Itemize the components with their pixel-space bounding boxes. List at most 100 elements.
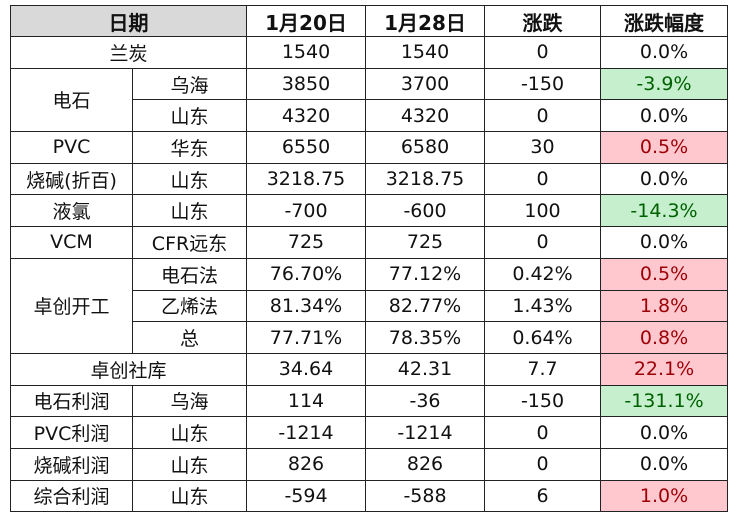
value-change: 100 bbox=[484, 194, 601, 228]
value-pct-increase: 1.0% bbox=[600, 479, 728, 513]
value-jan20: 725 bbox=[246, 226, 366, 259]
value-pct: 0.0% bbox=[600, 226, 728, 259]
value-change: 7.7 bbox=[484, 352, 601, 386]
value-jan20: 3218.75 bbox=[246, 162, 366, 196]
value-jan20: 77.71% bbox=[246, 321, 366, 354]
group-label: PVC利润 bbox=[10, 416, 133, 449]
value-jan20: 81.34% bbox=[246, 289, 366, 323]
table-row: 总 77.71% 78.35% 0.64% 0.8% bbox=[11, 321, 728, 354]
group-label: PVC bbox=[10, 131, 133, 164]
table-row: 液氯 山东 -700 -600 100 -14.3% bbox=[10, 194, 728, 228]
group-label: 卓创开工 bbox=[10, 257, 133, 354]
value-jan20: 76.70% bbox=[246, 257, 366, 291]
value-change: 0.64% bbox=[484, 321, 601, 354]
price-table-wrapper: 日期 1月20日 1月28日 涨跌 涨跌幅度 兰炭 1540 1540 0 0.… bbox=[10, 5, 728, 513]
sub-label: 乙烯法 bbox=[132, 289, 247, 323]
header-pct: 涨跌幅度 bbox=[600, 5, 728, 37]
value-jan28: 6580 bbox=[365, 131, 485, 164]
header-change: 涨跌 bbox=[484, 5, 601, 37]
value-pct-increase: 0.5% bbox=[600, 131, 728, 164]
value-pct: 0.0% bbox=[600, 162, 728, 196]
value-pct: 0.0% bbox=[600, 447, 728, 481]
header-jan20: 1月20日 bbox=[246, 5, 366, 37]
value-change: 0 bbox=[484, 226, 601, 259]
group-label: 电石利润 bbox=[10, 384, 133, 418]
value-jan28: 1540 bbox=[365, 36, 485, 69]
value-jan28: 3700 bbox=[365, 67, 485, 101]
value-jan20: 6550 bbox=[246, 131, 366, 164]
table-row: 综合利润 山东 -594 -588 6 1.0% bbox=[10, 479, 728, 513]
value-change: 0 bbox=[484, 416, 601, 449]
sub-label: 山东 bbox=[132, 416, 247, 449]
sub-label: 电石法 bbox=[132, 257, 247, 291]
value-pct-decrease: -14.3% bbox=[600, 194, 728, 228]
value-jan28: 826 bbox=[365, 447, 485, 481]
table-row: 乙烯法 81.34% 82.77% 1.43% 1.8% bbox=[11, 289, 728, 323]
value-jan28: 82.77% bbox=[365, 289, 485, 323]
value-jan28: 725 bbox=[365, 226, 485, 259]
header-row: 日期 1月20日 1月28日 涨跌 涨跌幅度 bbox=[10, 5, 728, 37]
value-change: 0.42% bbox=[484, 257, 601, 291]
value-jan28: -1214 bbox=[365, 416, 485, 449]
sub-label: 乌海 bbox=[132, 384, 247, 418]
value-jan28: 3218.75 bbox=[365, 162, 485, 196]
value-jan28: -588 bbox=[365, 479, 485, 513]
value-pct-decrease: -3.9% bbox=[600, 67, 728, 101]
sub-label: 山东 bbox=[132, 99, 247, 133]
table-row: 卓创社库 34.64 42.31 7.7 22.1% bbox=[10, 352, 728, 386]
value-pct: 0.0% bbox=[600, 36, 728, 69]
table-row: PVC 华东 6550 6580 30 0.5% bbox=[10, 131, 728, 164]
sub-label: 山东 bbox=[132, 479, 247, 513]
value-jan28: 77.12% bbox=[365, 257, 485, 291]
value-change: -150 bbox=[484, 384, 601, 418]
value-change: 0 bbox=[484, 36, 601, 69]
table-row: 兰炭 1540 1540 0 0.0% bbox=[10, 36, 728, 69]
table-row: 卓创开工 电石法 76.70% 77.12% 0.42% 0.5% bbox=[10, 257, 728, 354]
value-change: 0 bbox=[484, 447, 601, 481]
header-date: 日期 bbox=[10, 5, 247, 37]
value-jan20: 4320 bbox=[246, 99, 366, 133]
value-change: 1.43% bbox=[484, 289, 601, 323]
value-change: 6 bbox=[484, 479, 601, 513]
value-jan28: 42.31 bbox=[365, 352, 485, 386]
value-jan20: 826 bbox=[246, 447, 366, 481]
group-label: 液氯 bbox=[10, 194, 133, 228]
sub-label: 山东 bbox=[132, 162, 247, 196]
row-label: 兰炭 bbox=[10, 36, 247, 69]
sub-label: 山东 bbox=[132, 447, 247, 481]
table-row: 烧碱(折百) 山东 3218.75 3218.75 0 0.0% bbox=[10, 162, 728, 196]
value-change: 30 bbox=[484, 131, 601, 164]
value-pct: 0.0% bbox=[600, 416, 728, 449]
value-jan28: -600 bbox=[365, 194, 485, 228]
value-pct-decrease: -131.1% bbox=[600, 384, 728, 418]
value-jan20: -700 bbox=[246, 194, 366, 228]
row-label: 卓创社库 bbox=[10, 352, 247, 386]
price-change-table: 日期 1月20日 1月28日 涨跌 涨跌幅度 兰炭 1540 1540 0 0.… bbox=[10, 5, 728, 513]
table-row: 山东 4320 4320 0 0.0% bbox=[11, 99, 728, 133]
value-pct-increase: 0.5% bbox=[600, 257, 728, 291]
value-jan20: 3850 bbox=[246, 67, 366, 101]
group-label: 电石 bbox=[10, 67, 133, 133]
sub-label: 总 bbox=[132, 321, 247, 354]
value-change: 0 bbox=[484, 162, 601, 196]
value-jan20: 1540 bbox=[246, 36, 366, 69]
group-label: 烧碱(折百) bbox=[10, 162, 133, 196]
table-row: 烧碱利润 山东 826 826 0 0.0% bbox=[10, 447, 728, 481]
table-row: 电石利润 乌海 114 -36 -150 -131.1% bbox=[10, 384, 728, 418]
table-row: PVC利润 山东 -1214 -1214 0 0.0% bbox=[10, 416, 728, 449]
value-pct-increase: 0.8% bbox=[600, 321, 728, 354]
value-jan28: 4320 bbox=[365, 99, 485, 133]
table-row: 电石 乌海 3850 3700 -150 -3.9% bbox=[10, 67, 728, 133]
value-pct-increase: 22.1% bbox=[600, 352, 728, 386]
group-label: VCM bbox=[10, 226, 133, 259]
value-jan20: -594 bbox=[246, 479, 366, 513]
value-jan20: 34.64 bbox=[246, 352, 366, 386]
group-label: 烧碱利润 bbox=[10, 447, 133, 481]
table-row: VCM CFR远东 725 725 0 0.0% bbox=[10, 226, 728, 259]
value-jan28: 78.35% bbox=[365, 321, 485, 354]
sub-label: 山东 bbox=[132, 194, 247, 228]
value-jan28: -36 bbox=[365, 384, 485, 418]
header-jan28: 1月28日 bbox=[365, 5, 485, 37]
value-change: 0 bbox=[484, 99, 601, 133]
value-pct-increase: 1.8% bbox=[600, 289, 728, 323]
